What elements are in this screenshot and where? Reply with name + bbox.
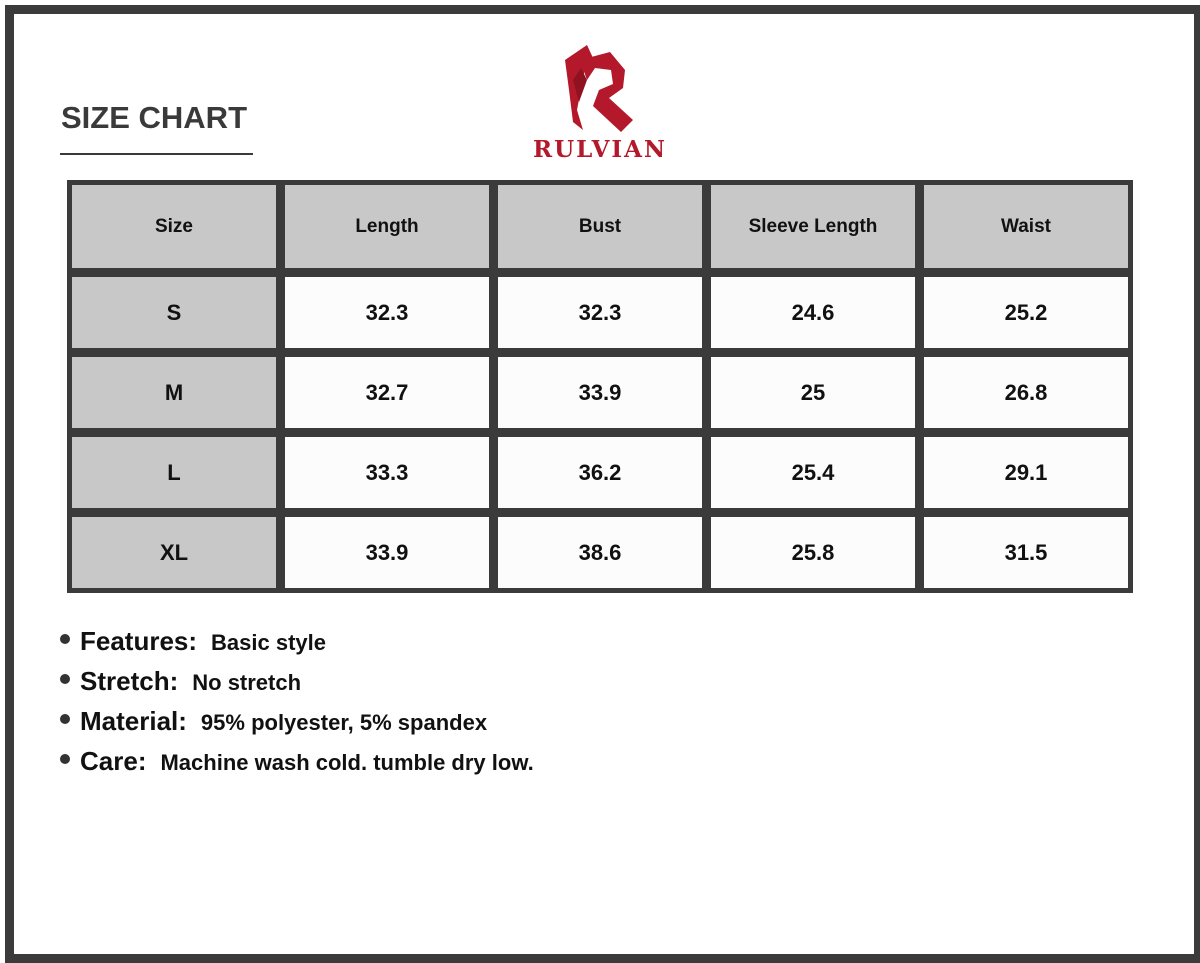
header-cell: Waist (924, 185, 1128, 268)
measurement-cell: 25.4 (711, 437, 915, 508)
size-label-cell: XL (72, 517, 276, 588)
feature-item: Features: Basic style (60, 626, 534, 666)
bullet-icon (60, 754, 70, 764)
feature-label: Material: (80, 706, 187, 736)
feature-label: Care: (80, 746, 147, 776)
header-cell: Size (72, 185, 276, 268)
page-title: SIZE CHART (61, 100, 247, 135)
feature-label: Features: (80, 626, 198, 656)
measurement-cell: 33.3 (285, 437, 489, 508)
measurement-cell: 38.6 (498, 517, 702, 588)
size-table: Size Length Bust Sleeve Length Waist S 32.3 32.… (67, 180, 1133, 593)
bullet-icon (60, 714, 70, 724)
measurement-cell: 26.8 (924, 357, 1128, 428)
size-label-cell: L (72, 437, 276, 508)
measurement-cell: 24.6 (711, 277, 915, 348)
measurement-cell: 25 (711, 357, 915, 428)
measurement-cell: 25.8 (711, 517, 915, 588)
feature-list: Features: Basic style Stretch: No stretch Ma… (60, 626, 534, 786)
measurement-cell: 33.9 (285, 517, 489, 588)
feature-value: No stretch (192, 670, 302, 695)
bullet-icon (60, 674, 70, 684)
feature-item: Stretch: No stretch (60, 666, 534, 706)
feature-value: Machine wash cold. tumble dry low. (160, 750, 534, 775)
page-frame (5, 5, 1200, 963)
measurement-cell: 36.2 (498, 437, 702, 508)
feature-value: 95% polyester, 5% spandex (200, 710, 488, 735)
header-cell: Bust (498, 185, 702, 268)
feature-value: Basic style (211, 630, 327, 655)
size-label-cell: M (72, 357, 276, 428)
brand-name: RULVIAN (532, 136, 668, 163)
measurement-cell: 32.3 (285, 277, 489, 348)
feature-label: Stretch: (80, 666, 179, 696)
header-cell: Sleeve Length (711, 185, 915, 268)
feature-item: Care: Machine wash cold. tumble dry low. (60, 746, 534, 786)
measurement-cell: 32.3 (498, 277, 702, 348)
size-label-cell: S (72, 277, 276, 348)
measurement-cell: 33.9 (498, 357, 702, 428)
header-cell: Length (285, 185, 489, 268)
bullet-icon (60, 634, 70, 644)
measurement-cell: 31.5 (924, 517, 1128, 588)
measurement-cell: 25.2 (924, 277, 1128, 348)
feature-item: Material: 95% polyester, 5% spandex (60, 706, 534, 746)
measurement-cell: 32.7 (285, 357, 489, 428)
brand-logo: RULVIAN (515, 40, 685, 170)
brand-r-logo-icon (565, 45, 633, 132)
measurement-cell: 29.1 (924, 437, 1128, 508)
title-underline (60, 153, 253, 155)
